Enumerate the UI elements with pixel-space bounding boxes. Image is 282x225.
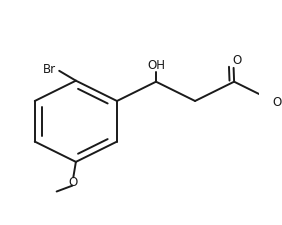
Text: OH: OH (147, 59, 165, 72)
Text: O: O (233, 54, 242, 67)
Text: Br: Br (43, 63, 56, 76)
Text: O: O (273, 96, 282, 109)
Text: O: O (68, 176, 77, 189)
